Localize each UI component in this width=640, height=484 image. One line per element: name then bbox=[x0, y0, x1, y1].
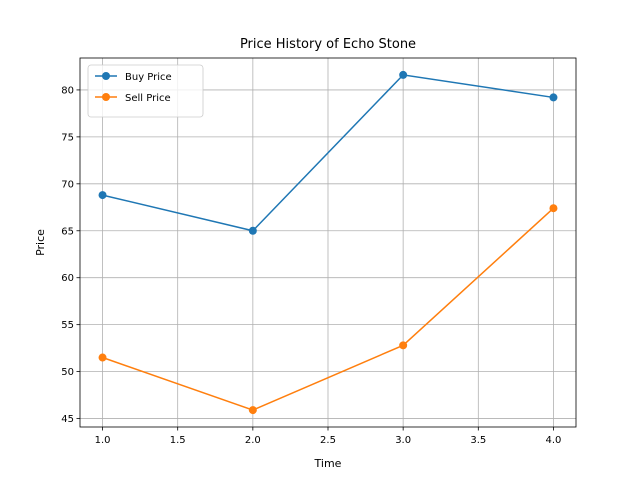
y-tick-label: 55 bbox=[61, 320, 74, 331]
x-tick-label: 2.5 bbox=[320, 435, 336, 446]
x-tick-label: 3.5 bbox=[470, 435, 486, 446]
x-tick-label: 1.0 bbox=[95, 435, 111, 446]
y-tick-label: 65 bbox=[61, 226, 74, 237]
y-tick-label: 60 bbox=[61, 273, 74, 284]
legend-marker-sell-price bbox=[102, 93, 110, 101]
y-axis-label: Price bbox=[34, 229, 47, 256]
sell-price-point bbox=[248, 406, 257, 415]
buy-price-point bbox=[248, 226, 257, 235]
sell-price-point bbox=[549, 204, 558, 213]
legend-label-sell-price: Sell Price bbox=[125, 93, 171, 104]
legend: Buy Price Sell Price bbox=[87, 64, 204, 118]
grid bbox=[80, 58, 576, 427]
y-tick-label: 45 bbox=[61, 414, 74, 425]
sell-price-line bbox=[102, 207, 554, 411]
axis-ticks: 1.0 1.5 2.0 2.5 3.0 3.5 4.0 45 50 55 60 65 70 75 80 bbox=[61, 85, 561, 446]
buy-price-point bbox=[549, 93, 558, 102]
y-tick-label: 70 bbox=[61, 179, 74, 190]
x-axis-label: Time bbox=[314, 457, 342, 470]
x-tick-label: 2.0 bbox=[245, 435, 261, 446]
series-layer bbox=[98, 70, 558, 415]
y-tick-label: 50 bbox=[61, 367, 74, 378]
buy-price-line bbox=[102, 74, 554, 232]
y-tick-label: 80 bbox=[61, 85, 74, 96]
buy-price-point bbox=[399, 70, 408, 79]
legend-box bbox=[87, 64, 204, 118]
chart-title: Price History of Echo Stone bbox=[240, 37, 416, 52]
x-tick-label: 4.0 bbox=[546, 435, 562, 446]
buy-price-point bbox=[98, 191, 107, 200]
x-tick-label: 3.0 bbox=[395, 435, 411, 446]
x-tick-label: 1.5 bbox=[170, 435, 186, 446]
sell-price-point bbox=[98, 353, 107, 362]
legend-label-buy-price: Buy Price bbox=[125, 72, 172, 83]
y-tick-label: 75 bbox=[61, 132, 74, 143]
legend-marker-buy-price bbox=[102, 72, 110, 80]
sell-price-point bbox=[399, 341, 408, 350]
